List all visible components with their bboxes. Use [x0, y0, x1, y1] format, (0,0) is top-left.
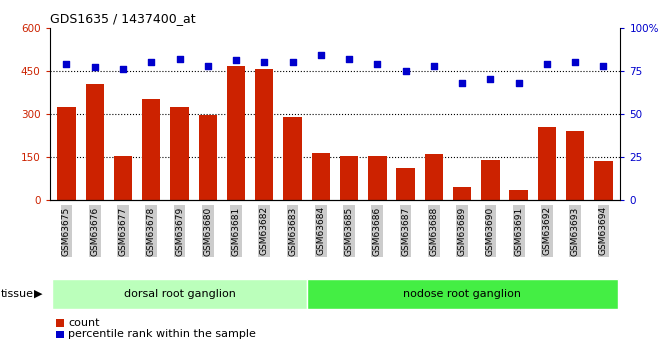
Bar: [86, 84, 104, 200]
Point: [513, 80, 524, 86]
Bar: [170, 107, 189, 200]
Bar: [397, 168, 414, 200]
Point: [570, 59, 580, 65]
FancyBboxPatch shape: [307, 279, 618, 309]
Point: [90, 65, 100, 70]
Bar: [481, 160, 500, 200]
Bar: [340, 156, 358, 200]
Bar: [312, 152, 330, 200]
Text: GDS1635 / 1437400_at: GDS1635 / 1437400_at: [50, 12, 195, 25]
Bar: [424, 154, 443, 200]
Point: [344, 56, 354, 61]
Point: [428, 63, 439, 68]
Point: [287, 59, 298, 65]
Text: nodose root ganglion: nodose root ganglion: [403, 289, 521, 299]
Point: [174, 56, 185, 61]
Bar: [57, 107, 76, 200]
Bar: [566, 131, 584, 200]
Point: [117, 66, 128, 72]
Point: [598, 63, 609, 68]
Bar: [142, 99, 160, 200]
Text: tissue: tissue: [1, 289, 34, 299]
Point: [203, 63, 213, 68]
Text: percentile rank within the sample: percentile rank within the sample: [68, 329, 256, 339]
Text: dorsal root ganglion: dorsal root ganglion: [123, 289, 236, 299]
Bar: [594, 161, 612, 200]
Point: [457, 80, 467, 86]
FancyBboxPatch shape: [52, 279, 307, 309]
Point: [401, 68, 411, 73]
Point: [315, 52, 326, 58]
Text: ▶: ▶: [34, 289, 43, 299]
Bar: [283, 117, 302, 200]
Bar: [510, 190, 528, 200]
Text: count: count: [68, 318, 100, 327]
Bar: [538, 127, 556, 200]
Point: [259, 59, 269, 65]
Bar: [453, 187, 471, 200]
Bar: [227, 66, 246, 200]
Point: [61, 61, 72, 67]
Point: [542, 61, 552, 67]
Point: [485, 77, 496, 82]
Point: [231, 58, 242, 63]
Bar: [114, 156, 132, 200]
Point: [372, 61, 383, 67]
Bar: [199, 115, 217, 200]
Bar: [368, 156, 387, 200]
Point: [146, 59, 156, 65]
Bar: [255, 69, 273, 200]
